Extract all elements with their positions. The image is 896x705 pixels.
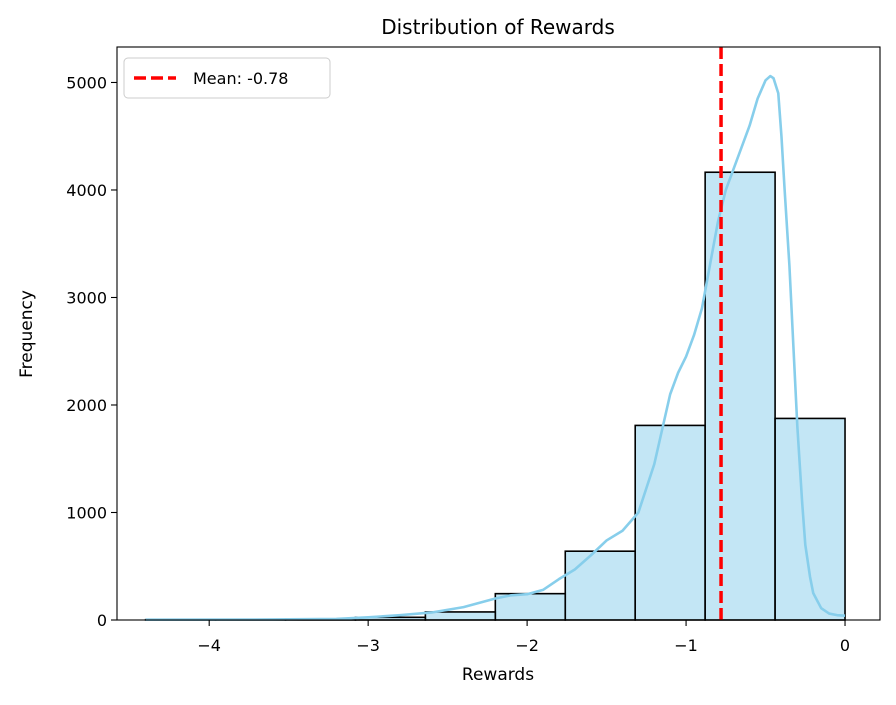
y-tick-label: 0 — [97, 611, 107, 630]
y-tick-label: 3000 — [66, 288, 107, 307]
histogram-bar — [565, 551, 635, 620]
chart-title: Distribution of Rewards — [381, 15, 615, 39]
histogram-bar — [425, 612, 495, 620]
histogram-bar — [635, 425, 705, 620]
histogram-bar — [775, 418, 845, 620]
x-tick-label: −2 — [515, 636, 539, 655]
x-tick-label: 0 — [840, 636, 850, 655]
y-tick-label: 2000 — [66, 396, 107, 415]
y-tick-label: 4000 — [66, 181, 107, 200]
x-tick-label: −4 — [197, 636, 221, 655]
y-tick-label: 5000 — [66, 73, 107, 92]
y-axis-label: Frequency — [17, 290, 37, 378]
legend-mean-label: Mean: -0.78 — [193, 69, 288, 88]
legend: Mean: -0.78 — [124, 58, 330, 98]
x-axis-label: Rewards — [462, 665, 534, 685]
y-tick-label: 1000 — [66, 503, 107, 522]
x-tick-label: −3 — [356, 636, 380, 655]
x-tick-label: −1 — [674, 636, 698, 655]
